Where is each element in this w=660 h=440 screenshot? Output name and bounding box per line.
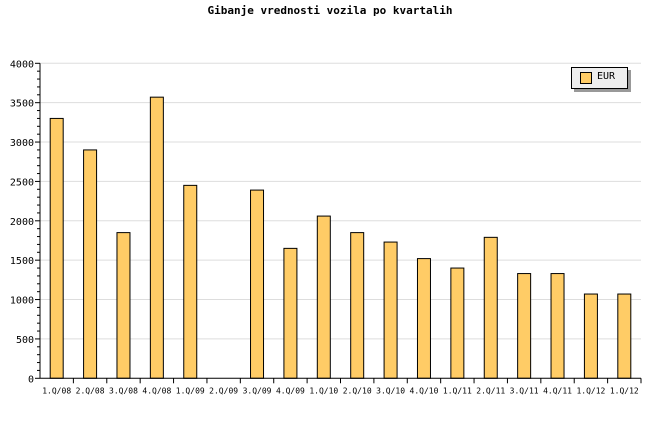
x-tick-label: 2.Q/08: [76, 386, 105, 395]
bar-1.Q/09: [183, 184, 198, 379]
bar-1.Q/11: [450, 267, 465, 379]
y-tick-label: 4000: [10, 59, 34, 70]
y-tick-label: 500: [16, 335, 34, 346]
x-tick-label: 4.Q/10: [410, 386, 439, 395]
bar-4.Q/09: [283, 247, 298, 379]
bar-3.Q/08: [116, 232, 131, 379]
x-tick-label: 4.Q/11: [543, 386, 572, 395]
x-tick-label: 2.Q/11: [476, 386, 505, 395]
bar-1.Q/08: [49, 117, 64, 379]
y-tick-label: 3000: [10, 138, 34, 149]
y-tick-label: 2500: [10, 177, 34, 188]
y-tick-label: 1500: [10, 256, 34, 267]
x-tick-label: 1.Q/09: [176, 386, 205, 395]
chart-title: Gibanje vrednosti vozila po kvartalih: [207, 4, 453, 17]
x-tick-label: 1.Q/10: [309, 386, 338, 395]
bar-1.Q/12: [617, 293, 632, 379]
x-tick-label: 3.Q/09: [243, 386, 272, 395]
x-tick-label: 1.Q/12: [610, 386, 639, 395]
x-tick-label: 4.Q/09: [276, 386, 305, 395]
y-tick-label: 1000: [10, 296, 34, 307]
bar-2.Q/10: [350, 232, 365, 379]
bar-1.Q/12: [583, 293, 598, 379]
x-tick-label: 2.Q/10: [343, 386, 372, 395]
bar-3.Q/10: [383, 241, 398, 379]
x-tick-label: 3.Q/08: [109, 386, 138, 395]
bar-3.Q/09: [250, 189, 265, 379]
x-tick-label: 1.Q/08: [42, 386, 71, 395]
y-tick-label: 0: [28, 374, 34, 385]
legend: EUR: [571, 67, 628, 89]
legend-label: EUR: [597, 71, 616, 82]
bar-2.Q/08: [83, 149, 98, 379]
x-tick-label: 3.Q/11: [510, 386, 539, 395]
y-tick-label: 3500: [10, 99, 34, 110]
x-tick-label: 1.Q/11: [443, 386, 472, 395]
bar-2.Q/11: [483, 236, 498, 379]
bar-3.Q/11: [517, 273, 532, 379]
y-tick-label: 2000: [10, 217, 34, 228]
bar-4.Q/10: [416, 258, 431, 379]
x-tick-label: 4.Q/08: [142, 386, 171, 395]
bar-1.Q/10: [316, 215, 331, 379]
x-tick-label: 1.Q/12: [576, 386, 605, 395]
x-tick-label: 3.Q/10: [376, 386, 405, 395]
legend-swatch: [580, 72, 592, 84]
x-tick-label: 2.Q/09: [209, 386, 238, 395]
bar-4.Q/11: [550, 273, 565, 379]
bar-4.Q/08: [149, 96, 164, 379]
